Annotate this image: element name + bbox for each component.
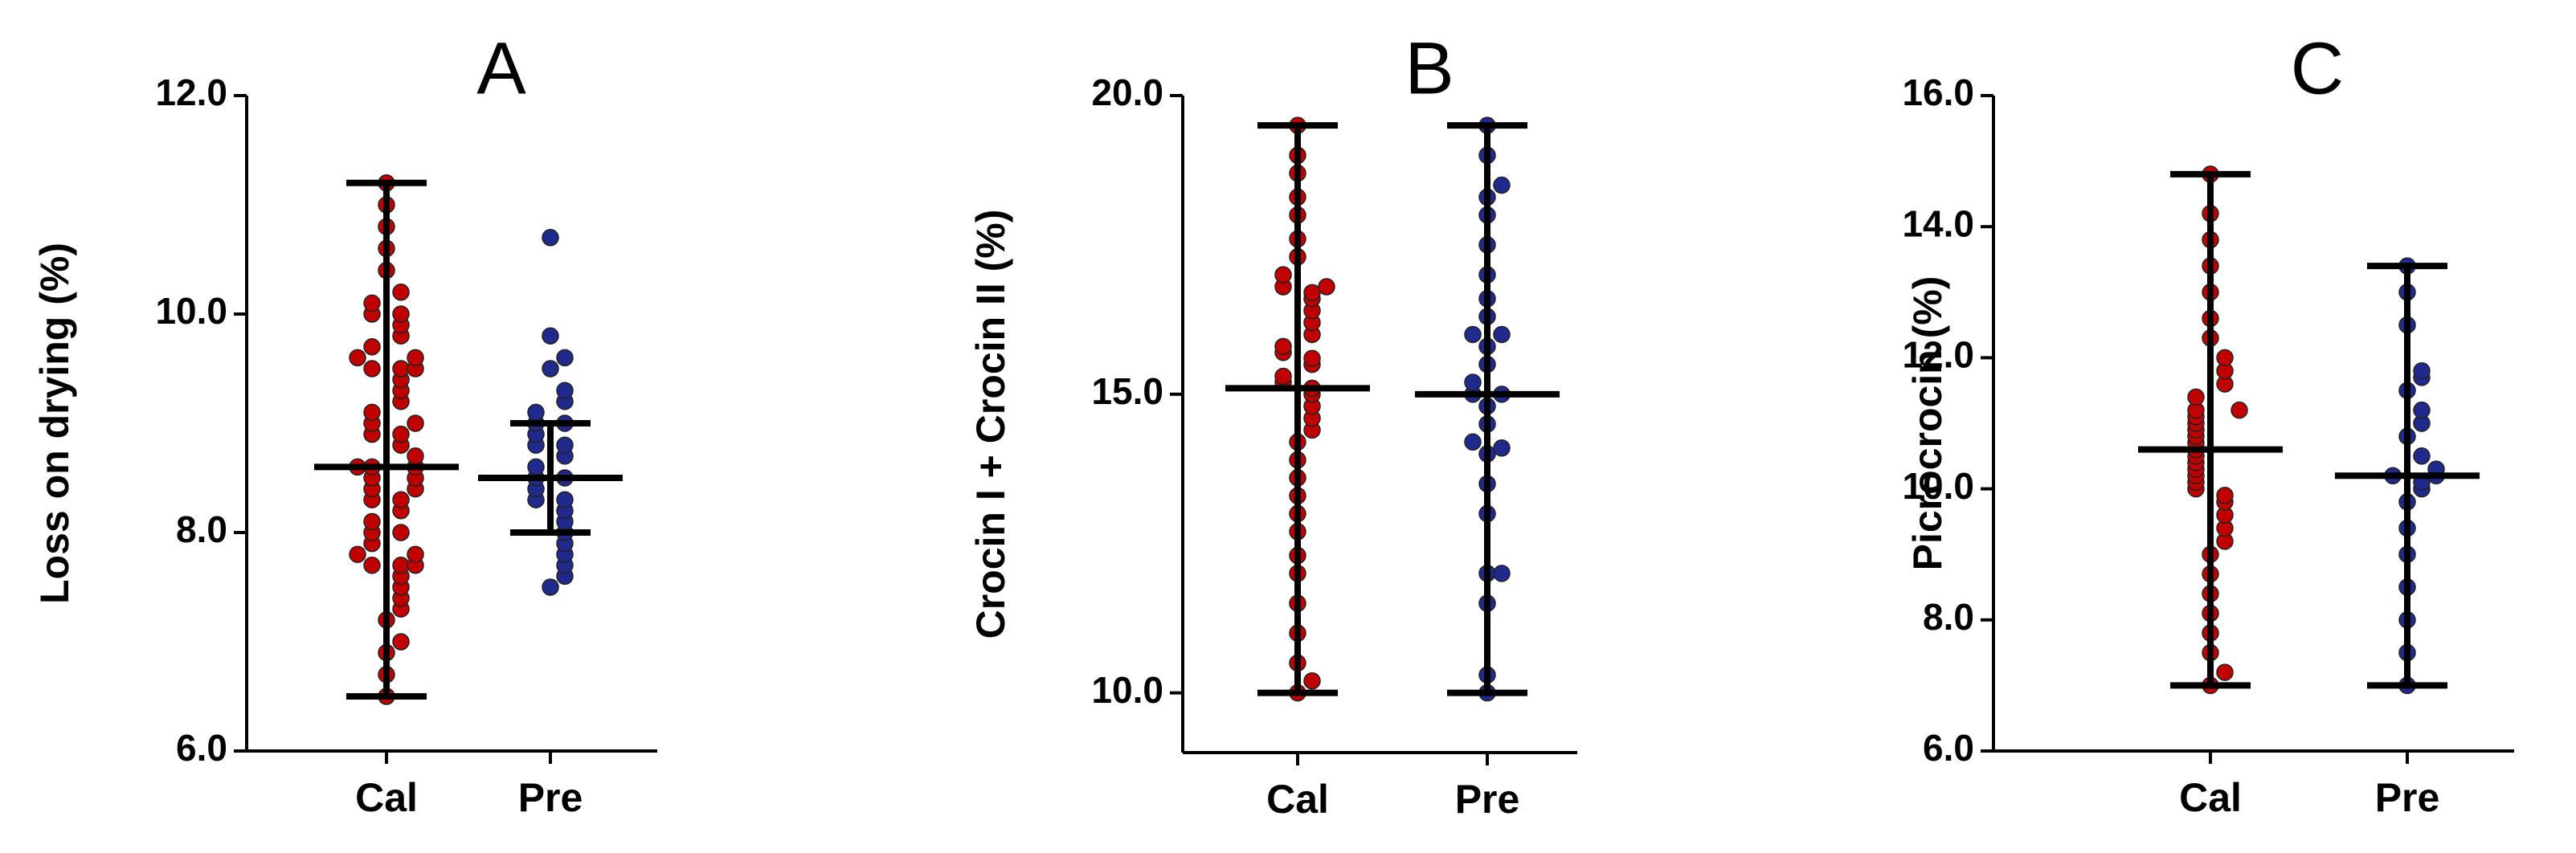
data-point xyxy=(542,327,559,345)
data-point xyxy=(542,360,559,378)
y-axis-label: Crocin I + Crocin II (%) xyxy=(968,210,1013,639)
y-tick-label: 8.0 xyxy=(1923,596,1974,638)
data-point xyxy=(1274,266,1292,284)
x-tick-label: Cal xyxy=(2179,775,2242,820)
x-tick-label: Pre xyxy=(1455,777,1520,822)
data-point xyxy=(392,524,410,541)
data-point xyxy=(407,349,424,367)
data-point xyxy=(1274,367,1292,386)
data-point xyxy=(392,633,410,651)
data-point xyxy=(1464,325,1482,344)
y-tick-label: 12.0 xyxy=(155,71,227,113)
data-point xyxy=(349,349,366,367)
data-point xyxy=(1274,337,1292,356)
y-axis-label: Loss on drying (%) xyxy=(32,243,77,604)
data-point xyxy=(392,491,410,508)
y-tick-label: 6.0 xyxy=(1923,727,1974,769)
data-point xyxy=(1493,176,1511,194)
data-point xyxy=(1303,349,1321,367)
data-point xyxy=(2216,349,2234,367)
data-point xyxy=(363,512,381,531)
data-point xyxy=(2216,663,2234,681)
data-point xyxy=(2187,388,2205,406)
data-point xyxy=(392,360,410,378)
data-point xyxy=(1493,439,1511,457)
data-point xyxy=(527,458,545,476)
y-tick-label: 10.0 xyxy=(1902,465,1974,507)
data-point xyxy=(363,338,381,356)
y-tick-label: 20.0 xyxy=(1091,71,1163,113)
data-point xyxy=(527,403,545,422)
data-point xyxy=(349,545,366,563)
y-tick-label: 6.0 xyxy=(176,727,227,769)
data-point xyxy=(1493,565,1511,582)
x-tick-label: Pre xyxy=(2375,775,2440,820)
panel-title: B xyxy=(1405,27,1454,109)
data-point xyxy=(2413,401,2431,419)
data-point xyxy=(1318,278,1335,296)
data-point xyxy=(407,545,424,563)
data-point xyxy=(556,436,574,454)
data-point xyxy=(2413,361,2431,380)
data-point xyxy=(392,305,410,323)
data-point xyxy=(392,425,410,443)
data-point xyxy=(1464,433,1482,451)
data-point xyxy=(407,447,424,465)
data-point xyxy=(1493,325,1511,344)
data-point xyxy=(392,557,410,574)
y-tick-label: 12.0 xyxy=(1902,334,1974,376)
data-point xyxy=(2230,401,2248,419)
y-tick-label: 16.0 xyxy=(1902,71,1974,113)
data-point xyxy=(363,557,381,574)
x-tick-label: Cal xyxy=(355,775,418,820)
x-tick-label: Cal xyxy=(1266,777,1329,822)
data-point xyxy=(2216,487,2234,504)
data-point xyxy=(542,578,559,596)
panel-title: C xyxy=(2291,27,2344,109)
data-point xyxy=(363,360,381,378)
x-tick-label: Pre xyxy=(518,775,583,820)
data-point xyxy=(392,284,410,301)
data-point xyxy=(407,414,424,432)
data-point xyxy=(542,229,559,247)
data-point xyxy=(556,349,574,367)
data-point xyxy=(1464,373,1482,391)
y-tick-label: 10.0 xyxy=(1091,669,1163,711)
data-point xyxy=(556,491,574,508)
data-point xyxy=(2413,447,2431,465)
y-tick-label: 14.0 xyxy=(1902,202,1974,244)
panel: B Crocin I + Crocin II (%) 10.0 15.0 20.0 Cal… xyxy=(968,27,1577,822)
y-axis-label: Picrocrocin (%) xyxy=(1905,276,1950,571)
panel-title: A xyxy=(476,27,526,109)
data-point xyxy=(1303,284,1321,302)
panel: A Loss on drying (%) 6.0 8.0 10.0 12.0 Cal Pre xyxy=(32,27,657,820)
data-point xyxy=(363,294,381,312)
data-point xyxy=(363,403,381,422)
y-tick-label: 15.0 xyxy=(1091,370,1163,412)
data-point xyxy=(1303,672,1321,690)
panel: C Picrocrocin (%) 6.0 8.0 10.0 12.0 14.0 16.0 Ca… xyxy=(1902,27,2514,820)
data-point xyxy=(556,382,574,399)
y-tick-label: 8.0 xyxy=(176,508,227,550)
y-tick-label: 10.0 xyxy=(155,290,227,332)
